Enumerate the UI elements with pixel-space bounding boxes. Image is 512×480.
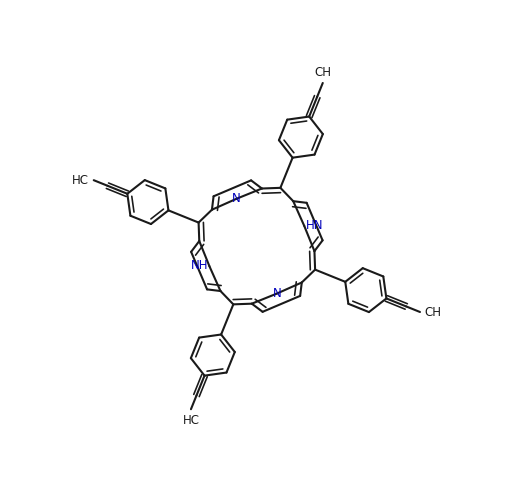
Text: CH: CH [424,305,441,319]
Text: N: N [272,287,282,300]
Text: CH: CH [314,66,331,79]
Text: HC: HC [182,414,200,427]
Text: HC: HC [72,174,89,187]
Text: HN: HN [306,219,323,232]
Text: NH: NH [190,259,208,272]
Text: N: N [232,192,241,205]
